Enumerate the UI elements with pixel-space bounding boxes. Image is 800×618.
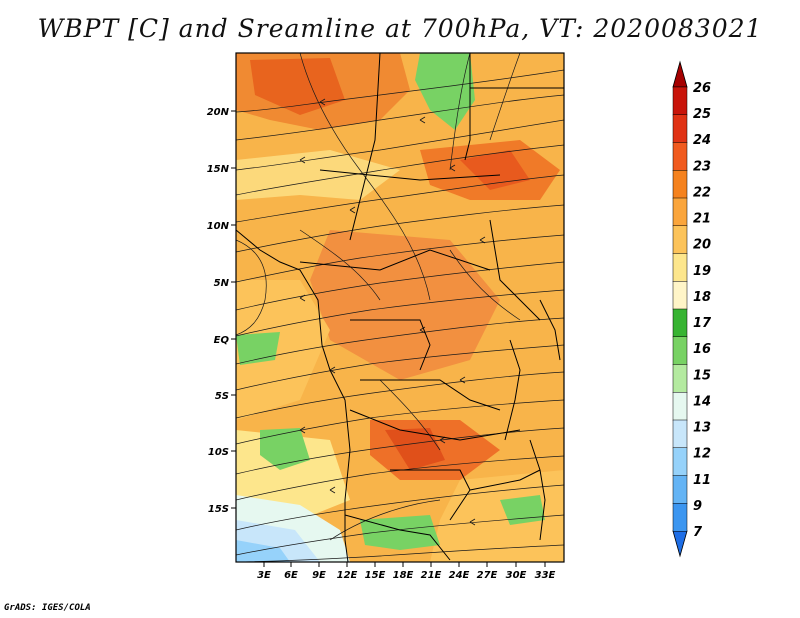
country-borders — [236, 53, 564, 562]
streamline-arrows — [299, 98, 486, 526]
field-mild-se — [430, 470, 564, 562]
lon-label: 6E — [284, 570, 298, 581]
lon-label: 15E — [365, 570, 386, 581]
colorbar-segment — [672, 475, 688, 504]
colorbar-label: 21 — [693, 212, 711, 227]
colorbar-label: 7 — [693, 525, 703, 540]
lon-label: 12E — [337, 570, 358, 581]
lon-label: 21E — [421, 570, 442, 581]
colorbar-segment — [672, 253, 688, 282]
colorbar-label: 11 — [693, 473, 711, 488]
lat-label: 10S — [208, 447, 229, 458]
colorbar-label: 25 — [693, 107, 711, 122]
lon-label: 27E — [477, 570, 498, 581]
lon-label: 30E — [506, 570, 527, 581]
colorbar-label: 16 — [693, 342, 711, 357]
colorbar-top-arrow — [672, 60, 688, 88]
map-panel — [236, 53, 564, 562]
lon-axis: 3E 6E 9E 12E 15E 18E 21E 24E 27E 30E 33E — [257, 562, 556, 581]
field-green-south — [360, 515, 440, 550]
colorbar-segment — [672, 308, 688, 338]
field-hot-south — [385, 428, 445, 470]
lat-label: 10N — [207, 221, 230, 232]
lon-label: 24E — [449, 570, 470, 581]
colorbar-segment — [672, 142, 688, 171]
field-hot-east — [460, 150, 530, 190]
field-green-north — [415, 53, 475, 130]
colorbar-label: 24 — [693, 133, 711, 148]
colorbar-label: 18 — [693, 290, 711, 305]
colorbar-segment — [672, 336, 688, 366]
map-frame — [235, 52, 565, 563]
colorbar-segment — [672, 364, 688, 393]
lat-label: 5N — [214, 278, 230, 289]
colorbar-segment — [672, 392, 688, 421]
lat-label: 15S — [208, 504, 229, 515]
chart-title: WBPT [C] and Sreamline at 700hPa, VT: 20… — [37, 14, 763, 43]
colorbar-label: 12 — [693, 447, 711, 462]
lat-label: 15N — [207, 164, 230, 175]
field-green-west — [236, 332, 280, 365]
lon-label: 18E — [393, 570, 414, 581]
colorbar: 26 25 24 23 22 21 20 19 18 17 16 15 14 13 12 11 9 7 — [672, 60, 712, 558]
colorbar-segment — [672, 170, 688, 199]
lon-label: 9E — [312, 570, 326, 581]
colorbar-segment — [672, 419, 688, 449]
lon-label: 3E — [257, 570, 271, 581]
lat-axis: 20N 15N 10N 5N EQ 5S 10S 15S — [207, 107, 236, 515]
colorbar-label: 17 — [693, 316, 712, 331]
lat-label: EQ — [214, 335, 230, 346]
colorbar-segment — [672, 197, 688, 227]
colorbar-label: 22 — [693, 185, 711, 200]
colorbar-label: 26 — [693, 81, 711, 96]
colorbar-label: 9 — [693, 499, 702, 514]
field-coolest-sw — [236, 540, 290, 562]
colorbar-segment — [672, 225, 688, 255]
colorbar-label: 14 — [693, 394, 711, 409]
colorbar-segment — [672, 447, 688, 477]
field-green-sw — [260, 428, 310, 470]
colorbar-bottom-arrow — [672, 530, 688, 558]
colorbar-label: 23 — [693, 159, 711, 174]
colorbar-segment — [672, 114, 688, 144]
colorbar-label: 13 — [693, 421, 711, 436]
lon-label: 33E — [535, 570, 556, 581]
colorbar-segment — [672, 281, 688, 310]
lat-label: 5S — [215, 391, 229, 402]
colorbar-label: 15 — [693, 368, 711, 383]
lat-label: 20N — [207, 107, 230, 118]
grads-credit: GrADS: IGES/COLA — [4, 603, 91, 613]
colorbar-label: 20 — [693, 238, 711, 253]
colorbar-label: 19 — [693, 264, 711, 279]
colorbar-segment — [672, 86, 688, 116]
colorbar-segment — [672, 503, 688, 532]
